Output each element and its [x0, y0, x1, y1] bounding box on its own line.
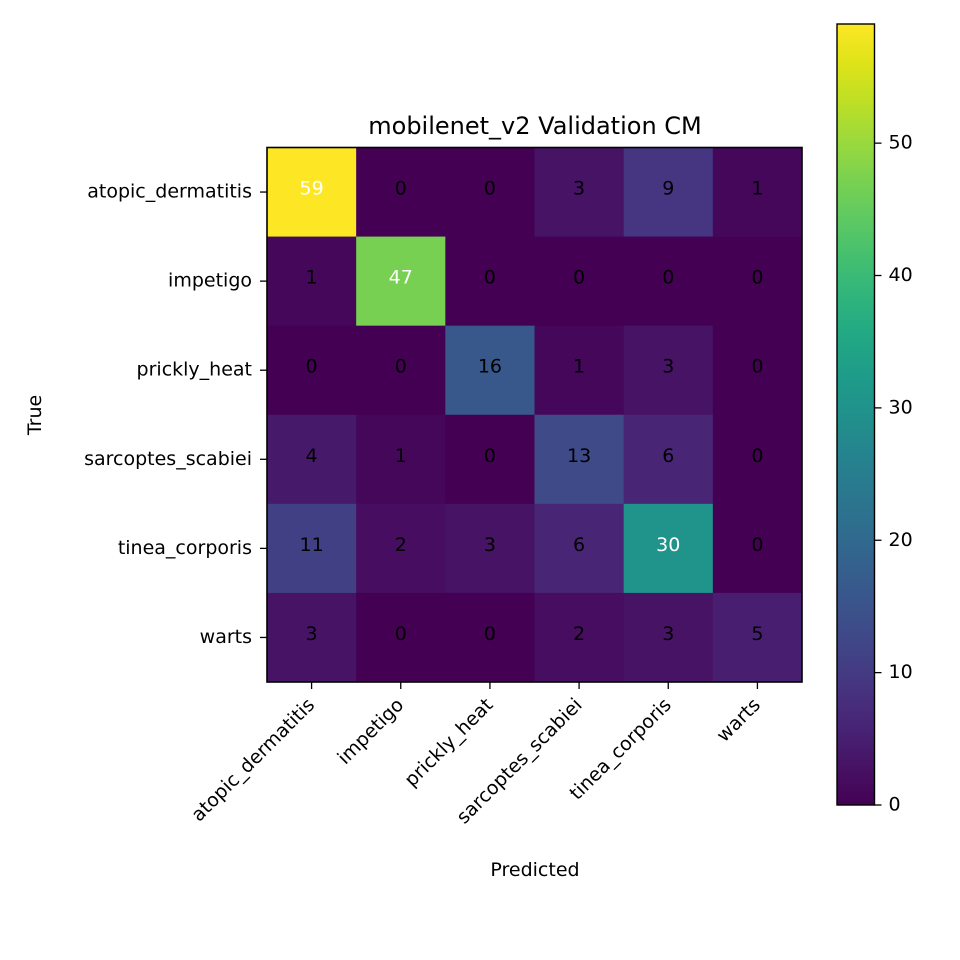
heatmap-cell: [623, 236, 714, 327]
cell-value-label: 0: [751, 356, 763, 378]
cell-value-label: 2: [395, 534, 407, 556]
y-tick-label: tinea_corporis: [118, 537, 252, 559]
heatmap-cell: [534, 236, 625, 327]
heatmap-cell: [356, 592, 446, 683]
cell-value-label: 0: [751, 445, 763, 467]
heatmap-cell: [623, 147, 714, 238]
colorbar-tick-label: 0: [889, 794, 901, 816]
heatmap-cell: [356, 503, 446, 594]
colorbar-axis: 0 10 20 30 40 50: [874, 132, 913, 816]
heatmap-cell: [356, 236, 446, 327]
heatmap-cell-labels: 59 0 0 3 9 11 47 0 0 0 00 0 16 1 3 04 1 0 13 6 011 2 3 6 30 03 0 0 2…: [299, 178, 763, 645]
cell-value-label: 6: [662, 445, 674, 467]
cell-value-label: 11: [299, 534, 323, 556]
heatmap-cell: [534, 414, 625, 505]
cell-value-label: 9: [662, 178, 674, 200]
heatmap-cell: [534, 147, 625, 238]
cell-value-label: 3: [573, 178, 585, 200]
chart-title: mobilenet_v2 Validation CM: [368, 112, 702, 140]
colorbar-tick-label: 10: [889, 661, 913, 683]
y-axis: atopic_dermatitis impetigo prickly_heatsar…: [84, 181, 267, 648]
cell-value-label: 0: [395, 623, 407, 645]
y-tick-label: atopic_dermatitis: [87, 181, 252, 203]
colorbar-tick-label: 50: [889, 132, 913, 154]
cell-value-label: 0: [751, 267, 763, 289]
cell-value-label: 3: [662, 623, 674, 645]
heatmap-cell: [267, 236, 357, 327]
heatmap-cell: [356, 325, 446, 416]
heatmap-cell: [445, 325, 535, 416]
cell-value-label: 1: [751, 178, 763, 200]
heatmap-cell: [356, 414, 446, 505]
cell-value-label: 0: [395, 178, 407, 200]
heatmap-cell: [623, 592, 714, 683]
cell-value-label: 0: [573, 267, 585, 289]
heatmap-cell: [267, 592, 357, 683]
cell-value-label: 3: [662, 356, 674, 378]
cell-value-label: 30: [656, 534, 680, 556]
heatmap-cell: [623, 414, 714, 505]
cell-value-label: 3: [306, 623, 318, 645]
heatmap-cell: [267, 325, 357, 416]
heatmap-cell: [445, 503, 535, 594]
colorbar-tick-label: 40: [889, 264, 913, 286]
x-axis-label: Predicted: [490, 859, 579, 881]
cell-value-label: 59: [299, 178, 323, 200]
cell-value-label: 0: [306, 356, 318, 378]
cell-value-label: 3: [484, 534, 496, 556]
cell-value-label: 1: [306, 267, 318, 289]
heatmap-cell: [712, 414, 803, 505]
cell-value-label: 1: [573, 356, 585, 378]
heatmap-cell: [712, 503, 803, 594]
colorbar-tick-label: 20: [889, 529, 913, 551]
cell-value-label: 0: [484, 267, 496, 289]
cell-value-label: 0: [484, 623, 496, 645]
heatmap-cell: [267, 147, 357, 238]
heatmap-cell: [534, 325, 625, 416]
cell-value-label: 13: [567, 445, 591, 467]
heatmap-cell: [712, 325, 803, 416]
cell-value-label: 0: [395, 356, 407, 378]
heatmap-cell: [712, 236, 803, 327]
y-tick-label: sarcoptes_scabiei: [84, 448, 252, 470]
heatmap-cell: [623, 325, 714, 416]
heatmap-cell: [356, 147, 446, 238]
cell-value-label: 1: [395, 445, 407, 467]
y-axis-label: True: [24, 395, 46, 436]
heatmap-cell: [534, 592, 625, 683]
y-tick-label: impetigo: [168, 270, 252, 292]
cell-value-label: 0: [484, 445, 496, 467]
heatmap-cell: [623, 503, 714, 594]
heatmap-frame: [266, 146, 803, 683]
heatmap-cell: [445, 236, 535, 327]
heatmap-cells: [267, 147, 803, 683]
heatmap-cell: [445, 414, 535, 505]
cell-value-label: 0: [751, 534, 763, 556]
heatmap-cell: [267, 414, 357, 505]
y-tick-label: prickly_heat: [137, 359, 252, 381]
heatmap-cell: [534, 503, 625, 594]
cell-value-label: 0: [662, 267, 674, 289]
heatmap-cell: [267, 503, 357, 594]
cell-value-label: 6: [573, 534, 585, 556]
heatmap-cell: [445, 592, 535, 683]
heatmap-cell: [712, 592, 803, 683]
cell-value-label: 4: [306, 445, 318, 467]
heatmap-cell: [445, 147, 535, 238]
cell-value-label: 5: [751, 623, 763, 645]
cell-value-label: 47: [389, 267, 413, 289]
cell-value-label: 2: [573, 623, 585, 645]
heatmap-cell: [712, 147, 803, 238]
colorbar: [836, 23, 876, 806]
cell-value-label: 16: [478, 356, 502, 378]
colorbar-tick-label: 30: [889, 396, 913, 418]
y-tick-label: warts: [200, 626, 252, 648]
cell-value-label: 0: [484, 178, 496, 200]
